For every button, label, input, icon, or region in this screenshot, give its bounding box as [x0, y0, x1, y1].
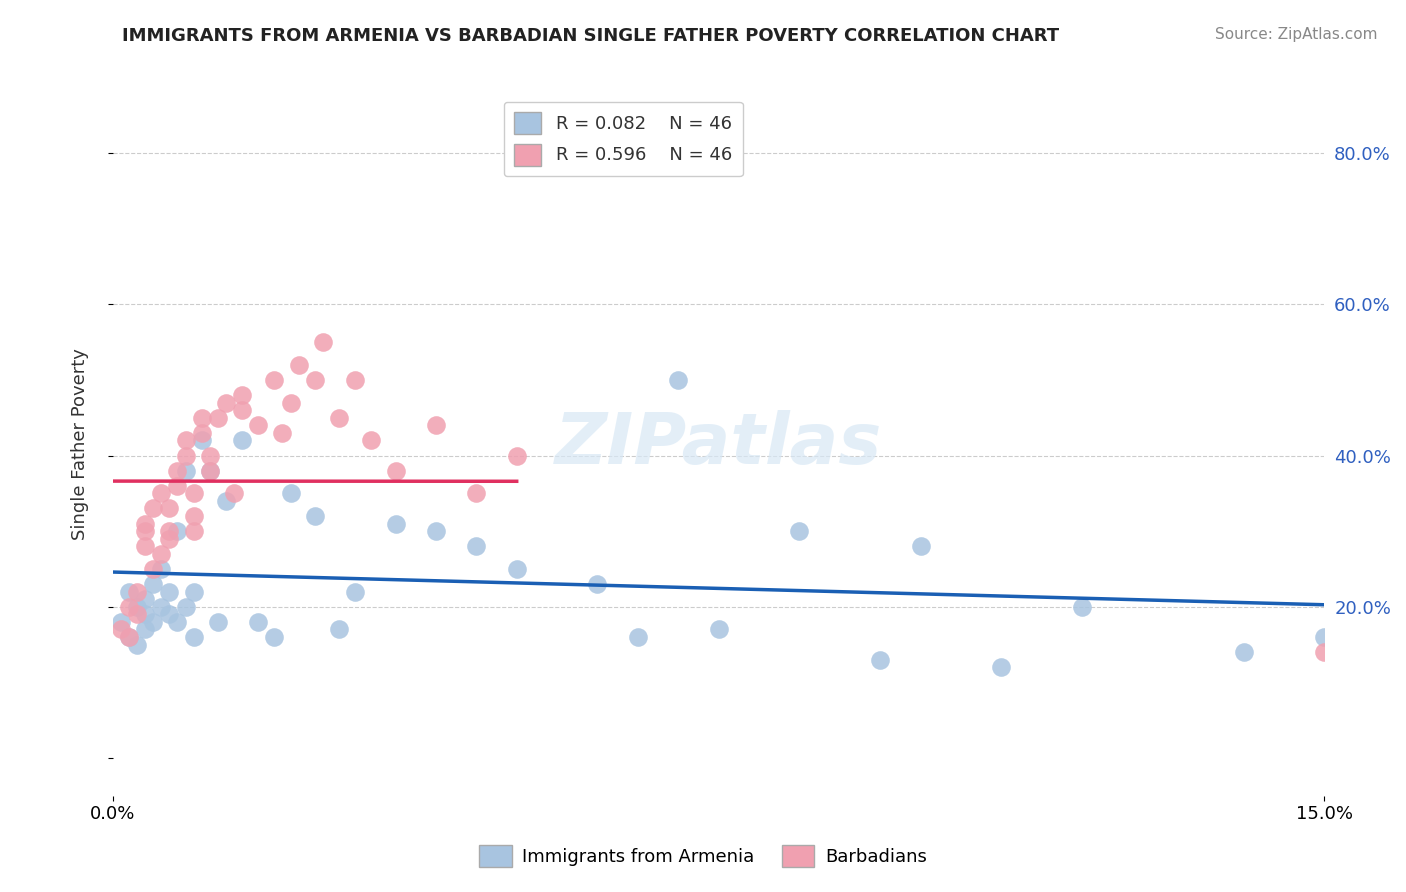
- Point: [150, 562, 173, 576]
- Text: Source: ZipAtlas.com: Source: ZipAtlas.com: [1215, 27, 1378, 42]
- Point: [1313, 630, 1336, 644]
- Point: [150, 486, 173, 500]
- Point: [384, 516, 406, 531]
- Legend: Immigrants from Armenia, Barbadians: Immigrants from Armenia, Barbadians: [472, 838, 934, 874]
- Point: [231, 434, 253, 448]
- Point: [312, 335, 335, 350]
- Point: [166, 479, 188, 493]
- Point: [271, 425, 294, 440]
- Point: [1233, 645, 1256, 659]
- Point: [910, 539, 932, 553]
- Point: [304, 508, 326, 523]
- Point: [707, 623, 730, 637]
- Point: [118, 630, 141, 644]
- Point: [183, 486, 205, 500]
- Point: [328, 410, 350, 425]
- Point: [198, 464, 221, 478]
- Point: [110, 615, 132, 629]
- Point: [174, 464, 197, 478]
- Point: [166, 464, 188, 478]
- Point: [125, 638, 148, 652]
- Point: [157, 607, 180, 622]
- Point: [465, 486, 488, 500]
- Point: [150, 547, 173, 561]
- Point: [425, 524, 447, 538]
- Point: [183, 508, 205, 523]
- Point: [134, 516, 156, 531]
- Point: [157, 584, 180, 599]
- Point: [118, 584, 141, 599]
- Point: [134, 592, 156, 607]
- Point: [134, 539, 156, 553]
- Point: [360, 434, 382, 448]
- Point: [142, 501, 165, 516]
- Point: [231, 388, 253, 402]
- Point: [207, 615, 229, 629]
- Point: [174, 449, 197, 463]
- Point: [344, 373, 367, 387]
- Legend: R = 0.082    N = 46, R = 0.596    N = 46: R = 0.082 N = 46, R = 0.596 N = 46: [503, 102, 742, 177]
- Point: [247, 418, 270, 433]
- Point: [586, 577, 609, 591]
- Point: [344, 584, 367, 599]
- Point: [198, 449, 221, 463]
- Point: [183, 630, 205, 644]
- Point: [142, 615, 165, 629]
- Point: [465, 539, 488, 553]
- Point: [118, 599, 141, 614]
- Point: [134, 607, 156, 622]
- Point: [1071, 599, 1094, 614]
- Point: [627, 630, 650, 644]
- Point: [174, 599, 197, 614]
- Point: [789, 524, 811, 538]
- Point: [207, 410, 229, 425]
- Text: IMMIGRANTS FROM ARMENIA VS BARBADIAN SINGLE FATHER POVERTY CORRELATION CHART: IMMIGRANTS FROM ARMENIA VS BARBADIAN SIN…: [122, 27, 1059, 45]
- Point: [425, 418, 447, 433]
- Point: [174, 434, 197, 448]
- Point: [134, 623, 156, 637]
- Point: [125, 584, 148, 599]
- Point: [150, 599, 173, 614]
- Point: [166, 615, 188, 629]
- Point: [157, 532, 180, 546]
- Point: [263, 630, 285, 644]
- Point: [215, 494, 238, 508]
- Point: [166, 524, 188, 538]
- Point: [125, 607, 148, 622]
- Point: [280, 395, 302, 409]
- Point: [869, 653, 891, 667]
- Point: [125, 599, 148, 614]
- Point: [118, 630, 141, 644]
- Point: [142, 577, 165, 591]
- Point: [198, 464, 221, 478]
- Point: [157, 501, 180, 516]
- Point: [222, 486, 245, 500]
- Point: [110, 623, 132, 637]
- Point: [134, 524, 156, 538]
- Point: [280, 486, 302, 500]
- Point: [1313, 645, 1336, 659]
- Text: ZIPatlas: ZIPatlas: [555, 409, 883, 479]
- Point: [328, 623, 350, 637]
- Point: [990, 660, 1012, 674]
- Point: [666, 373, 689, 387]
- Point: [263, 373, 285, 387]
- Point: [215, 395, 238, 409]
- Point: [190, 410, 212, 425]
- Y-axis label: Single Father Poverty: Single Father Poverty: [72, 348, 89, 541]
- Point: [247, 615, 270, 629]
- Point: [304, 373, 326, 387]
- Point: [505, 449, 527, 463]
- Point: [505, 562, 527, 576]
- Point: [190, 434, 212, 448]
- Point: [183, 524, 205, 538]
- Point: [231, 403, 253, 417]
- Point: [287, 358, 309, 372]
- Point: [183, 584, 205, 599]
- Point: [190, 425, 212, 440]
- Point: [142, 562, 165, 576]
- Point: [157, 524, 180, 538]
- Point: [384, 464, 406, 478]
